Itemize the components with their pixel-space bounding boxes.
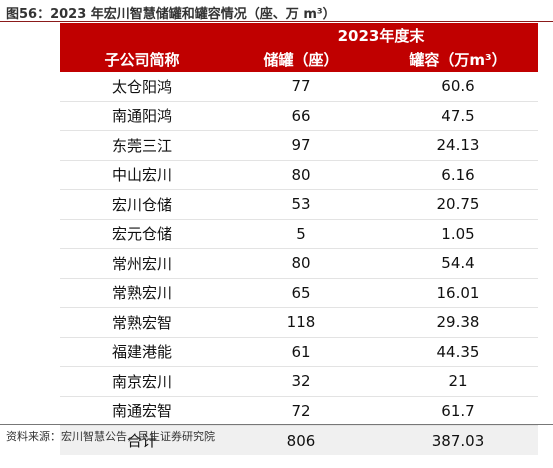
capacity-cell: 29.38	[378, 307, 538, 338]
source-note: 资料来源：宏川智慧公告，民生证券研究院	[6, 430, 215, 443]
subsidiary-cell: 南通宏智	[60, 396, 224, 426]
top-rule	[0, 21, 553, 22]
table-row: 东莞三江 97 24.13	[60, 130, 538, 161]
subsidiary-cell: 南京宏川	[60, 366, 224, 397]
capacity-cell: 20.75	[378, 189, 538, 220]
subsidiary-cell: 东莞三江	[60, 130, 224, 161]
total-row: 合计 806 387.03	[60, 425, 538, 455]
tank-count-cell: 77	[224, 72, 378, 102]
tank-count-cell: 97	[224, 130, 378, 161]
capacity-cell: 21	[378, 366, 538, 397]
bottom-rule	[0, 424, 553, 425]
subsidiary-cell: 常州宏川	[60, 248, 224, 279]
capacity-cell: 1.05	[378, 219, 538, 249]
tank-count-cell: 65	[224, 278, 378, 308]
table-row: 宏川仓储 53 20.75	[60, 189, 538, 220]
header-empty-cell	[60, 23, 224, 47]
capacity-cell: 47.5	[378, 101, 538, 131]
tank-count-cell: 80	[224, 160, 378, 190]
capacity-cell: 60.6	[378, 72, 538, 102]
header-row-group: 2023年度末	[60, 23, 538, 47]
tank-count-cell: 5	[224, 219, 378, 249]
column-header-tanks: 储罐（座）	[224, 47, 378, 72]
tank-count-cell: 72	[224, 396, 378, 426]
subsidiary-cell: 南通阳鸿	[60, 101, 224, 131]
tank-count-cell: 53	[224, 189, 378, 220]
table-row: 南京宏川 32 21	[60, 366, 538, 397]
table-row: 太仓阳鸿 77 60.6	[60, 72, 538, 102]
tank-count-cell: 61	[224, 337, 378, 367]
subsidiary-cell: 宏川仓储	[60, 189, 224, 220]
table-row: 福建港能 61 44.35	[60, 337, 538, 367]
capacity-cell: 24.13	[378, 130, 538, 161]
tank-count-cell: 32	[224, 366, 378, 397]
subsidiary-cell: 宏元仓储	[60, 219, 224, 249]
subsidiary-cell: 中山宏川	[60, 160, 224, 190]
table-row: 中山宏川 80 6.16	[60, 160, 538, 190]
table-row: 宏元仓储 5 1.05	[60, 219, 538, 249]
total-capacity-cell: 387.03	[378, 425, 538, 455]
subsidiary-cell: 福建港能	[60, 337, 224, 367]
subsidiary-cell: 常熟宏川	[60, 278, 224, 308]
table-row: 南通阳鸿 66 47.5	[60, 101, 538, 131]
capacity-cell: 6.16	[378, 160, 538, 190]
tank-count-cell: 118	[224, 307, 378, 338]
tank-count-cell: 66	[224, 101, 378, 131]
table-row: 南通宏智 72 61.7	[60, 396, 538, 426]
table-row: 常熟宏智 118 29.38	[60, 307, 538, 338]
subsidiary-cell: 常熟宏智	[60, 307, 224, 338]
capacity-cell: 44.35	[378, 337, 538, 367]
table-row: 常州宏川 80 54.4	[60, 248, 538, 279]
column-header-capacity: 罐容（万m³）	[378, 47, 538, 72]
column-header-subsidiary: 子公司简称	[60, 47, 224, 72]
tank-capacity-table: 2023年度末 子公司简称 储罐（座） 罐容（万m³） 太仓阳鸿 77 60.6 南通…	[60, 23, 538, 455]
total-tank-count-cell: 806	[224, 425, 378, 455]
subsidiary-cell: 太仓阳鸿	[60, 72, 224, 102]
table-row: 常熟宏川 65 16.01	[60, 278, 538, 308]
header-row-columns: 子公司简称 储罐（座） 罐容（万m³）	[60, 47, 538, 72]
figure-title: 图56：2023 年宏川智慧储罐和罐容情况（座、万 m³）	[6, 7, 336, 22]
total-subsidiary-cell: 合计	[60, 425, 224, 455]
group-header: 2023年度末	[224, 23, 538, 47]
capacity-cell: 54.4	[378, 248, 538, 279]
tank-count-cell: 80	[224, 248, 378, 279]
capacity-cell: 16.01	[378, 278, 538, 308]
table-body: 太仓阳鸿 77 60.6 南通阳鸿 66 47.5 东莞三江 97 24.13 中山宏川 80 6.1…	[60, 72, 538, 455]
capacity-cell: 61.7	[378, 396, 538, 426]
